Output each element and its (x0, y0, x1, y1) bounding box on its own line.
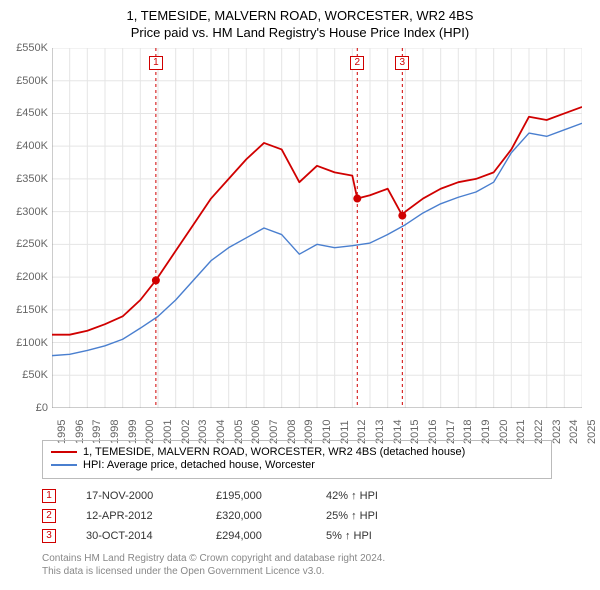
x-tick-label: 2025 (586, 420, 598, 444)
footer-attribution: Contains HM Land Registry data © Crown c… (42, 552, 385, 578)
y-tick-label: £500K (16, 75, 48, 87)
sales-index-box: 1 (42, 489, 56, 503)
y-tick-label: £450K (16, 107, 48, 119)
sales-pct: 5% ↑ HPI (326, 530, 426, 542)
sales-price: £195,000 (216, 490, 326, 502)
legend-row-property: 1, TEMESIDE, MALVERN ROAD, WORCESTER, WR… (51, 446, 543, 458)
legend-swatch-property (51, 451, 77, 453)
y-tick-label: £50K (22, 369, 48, 381)
chart-container: 1, TEMESIDE, MALVERN ROAD, WORCESTER, WR… (0, 0, 600, 590)
sales-pct: 42% ↑ HPI (326, 490, 426, 502)
y-tick-label: £250K (16, 238, 48, 250)
legend-row-hpi: HPI: Average price, detached house, Worc… (51, 459, 543, 471)
sales-date: 17-NOV-2000 (86, 490, 216, 502)
legend-box: 1, TEMESIDE, MALVERN ROAD, WORCESTER, WR… (42, 440, 552, 479)
sales-date: 12-APR-2012 (86, 510, 216, 522)
legend-label-hpi: HPI: Average price, detached house, Worc… (83, 459, 315, 471)
y-tick-label: £0 (36, 402, 48, 414)
footer-line1: Contains HM Land Registry data © Crown c… (42, 552, 385, 565)
sales-date: 30-OCT-2014 (86, 530, 216, 542)
legend-swatch-hpi (51, 464, 77, 466)
chart-area: £0£50K£100K£150K£200K£250K£300K£350K£400… (52, 48, 582, 408)
sales-row: 3 30-OCT-2014£294,0005% ↑ HPI (42, 526, 426, 546)
sales-row: 1 17-NOV-2000£195,00042% ↑ HPI (42, 486, 426, 506)
chart-title-sub: Price paid vs. HM Land Registry's House … (0, 25, 600, 40)
y-tick-label: £100K (16, 337, 48, 349)
transaction-marker: 2 (350, 56, 364, 70)
y-tick-label: £300K (16, 206, 48, 218)
y-tick-label: £200K (16, 271, 48, 283)
sales-price: £320,000 (216, 510, 326, 522)
y-tick-label: £400K (16, 140, 48, 152)
x-tick-label: 2023 (551, 420, 563, 444)
transaction-marker: 3 (395, 56, 409, 70)
sales-table: 1 17-NOV-2000£195,00042% ↑ HPI 2 12-APR-201… (42, 486, 426, 546)
x-tick-label: 2024 (568, 420, 580, 444)
chart-title-block: 1, TEMESIDE, MALVERN ROAD, WORCESTER, WR… (0, 0, 600, 40)
y-tick-label: £350K (16, 173, 48, 185)
y-tick-label: £550K (16, 42, 48, 54)
chart-title-main: 1, TEMESIDE, MALVERN ROAD, WORCESTER, WR… (0, 8, 600, 23)
chart-svg (52, 48, 582, 408)
sales-row: 2 12-APR-2012£320,00025% ↑ HPI (42, 506, 426, 526)
y-tick-label: £150K (16, 304, 48, 316)
legend-label-property: 1, TEMESIDE, MALVERN ROAD, WORCESTER, WR… (83, 446, 465, 458)
sales-pct: 25% ↑ HPI (326, 510, 426, 522)
sales-index-box: 3 (42, 529, 56, 543)
footer-line2: This data is licensed under the Open Gov… (42, 565, 385, 578)
sales-price: £294,000 (216, 530, 326, 542)
sales-index-box: 2 (42, 509, 56, 523)
transaction-marker: 1 (149, 56, 163, 70)
